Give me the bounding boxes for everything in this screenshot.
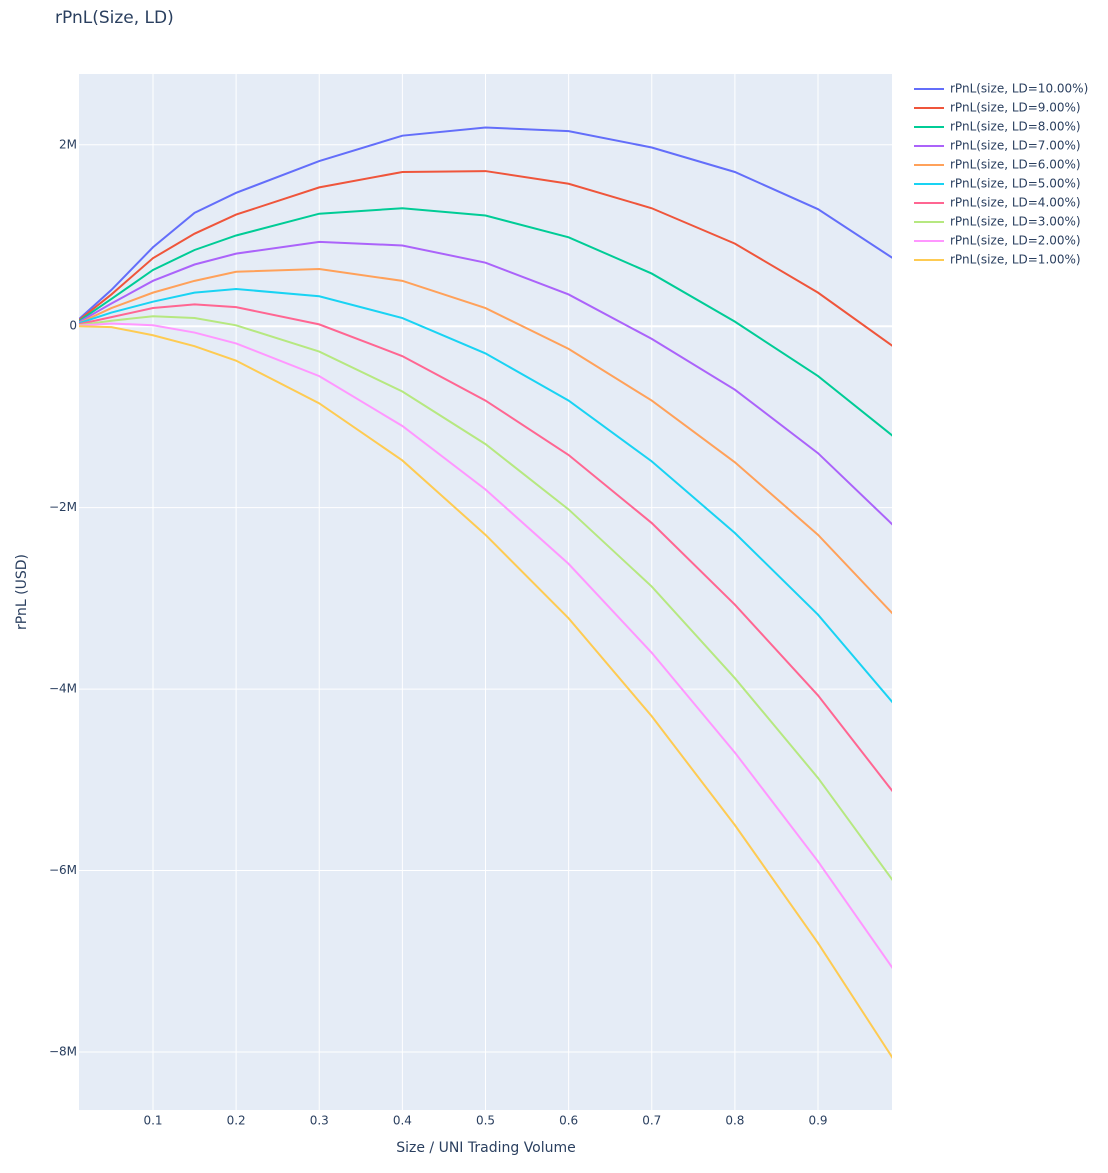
legend-label: rPnL(size, LD=10.00%) (950, 82, 1088, 96)
series-line (79, 303, 892, 793)
y-tick-label: 0 (69, 319, 77, 333)
x-tick-label: 0.6 (559, 1114, 578, 1128)
legend: rPnL(size, LD=10.00%) rPnL(size, LD=9.00%… (914, 82, 1088, 267)
legend-label: rPnL(size, LD=9.00%) (950, 101, 1081, 115)
x-tick-label: 0.9 (808, 1114, 827, 1128)
x-axis-title: Size / UNI Trading Volume (396, 1140, 576, 1156)
series-line (79, 170, 892, 347)
legend-label: rPnL(size, LD=4.00%) (950, 196, 1081, 210)
y-axis-title: rPnL (USD) (14, 554, 30, 630)
x-tick-label: 0.7 (642, 1114, 661, 1128)
y-tick-label: −6M (49, 863, 77, 877)
series-line (79, 322, 892, 970)
y-tick-label: −2M (49, 500, 77, 514)
series-line (79, 207, 892, 437)
y-tick-label: 2M (59, 137, 77, 151)
series-line (79, 287, 892, 704)
series-line (79, 325, 892, 1059)
legend-label: rPnL(size, LD=7.00%) (950, 139, 1081, 153)
series-line (79, 315, 892, 882)
grid (79, 74, 892, 1110)
x-tick-label: 0.2 (227, 1114, 246, 1128)
legend-label: rPnL(size, LD=8.00%) (950, 120, 1081, 134)
legend-label: rPnL(size, LD=6.00%) (950, 158, 1081, 172)
series-line (79, 268, 892, 615)
legend-label: rPnL(size, LD=1.00%) (950, 253, 1081, 267)
series-line (79, 126, 892, 321)
chart-title: rPnL(Size, LD) (55, 8, 174, 28)
legend-label: rPnL(size, LD=5.00%) (950, 177, 1081, 191)
y-tick-label: −4M (49, 682, 77, 696)
x-tick-label: 0.3 (310, 1114, 329, 1128)
legend-label: rPnL(size, LD=2.00%) (950, 234, 1081, 248)
series-line (79, 240, 892, 526)
x-tick-label: 0.4 (393, 1114, 412, 1128)
legend-label: rPnL(size, LD=3.00%) (950, 215, 1081, 229)
y-tick-label: −8M (49, 1044, 77, 1058)
x-tick-label: 0.5 (476, 1114, 495, 1128)
lines (79, 126, 892, 1059)
x-tick-label: 0.1 (143, 1114, 162, 1128)
x-tick-label: 0.8 (725, 1114, 744, 1128)
